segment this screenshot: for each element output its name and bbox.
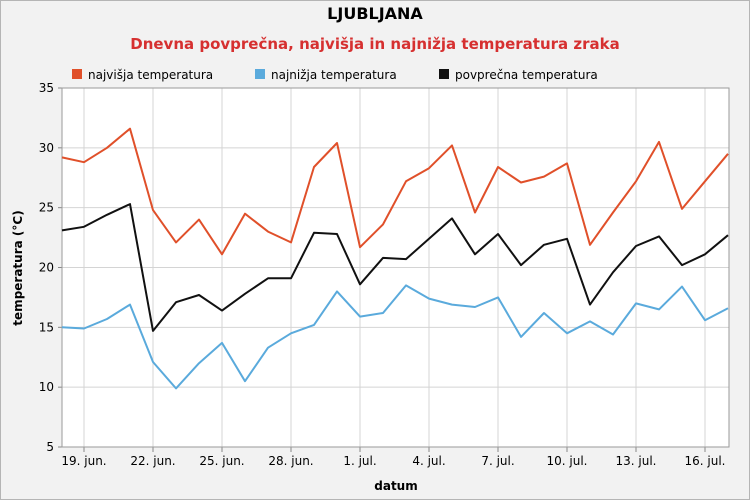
legend-label-3: povprečna temperatura <box>455 68 598 82</box>
x-tick-label: 7. jul. <box>481 454 514 468</box>
series-line-1 <box>61 127 729 256</box>
y-tick-label: 10 <box>39 380 54 394</box>
legend-swatch-1 <box>72 69 82 79</box>
x-tick-label: 28. jun. <box>268 454 313 468</box>
plot-border <box>61 87 730 448</box>
series-line-2 <box>61 284 729 390</box>
y-tick-label: 5 <box>46 440 54 454</box>
y-tick-label: 35 <box>39 81 54 95</box>
x-axis-title: datum <box>374 479 417 493</box>
x-tick-label: 16. jul. <box>685 454 726 468</box>
x-tick-label: 13. jul. <box>616 454 657 468</box>
series-line-3 <box>61 203 729 332</box>
y-tick-label: 25 <box>39 201 54 215</box>
y-tick-label: 30 <box>39 141 54 155</box>
x-tick-label: 4. jul. <box>412 454 445 468</box>
y-tick-label: 15 <box>39 320 54 334</box>
legend-swatch-2 <box>255 69 265 79</box>
x-tick-label: 10. jul. <box>547 454 588 468</box>
legend-swatch-3 <box>439 69 449 79</box>
x-tick-label: 1. jul. <box>343 454 376 468</box>
legend-label-1: najvišja temperatura <box>88 68 213 82</box>
x-tick-label: 19. jun. <box>61 454 106 468</box>
y-axis-title: temperatura (°C) <box>11 210 25 325</box>
y-tick-label: 20 <box>39 261 54 275</box>
x-tick-label: 22. jun. <box>130 454 175 468</box>
legend-label-2: najnižja temperatura <box>271 68 397 82</box>
x-tick-label: 25. jun. <box>199 454 244 468</box>
chart-subtitle: Dnevna povprečna, najvišja in najnižja t… <box>130 35 620 53</box>
chart-title: LJUBLJANA <box>327 4 423 23</box>
